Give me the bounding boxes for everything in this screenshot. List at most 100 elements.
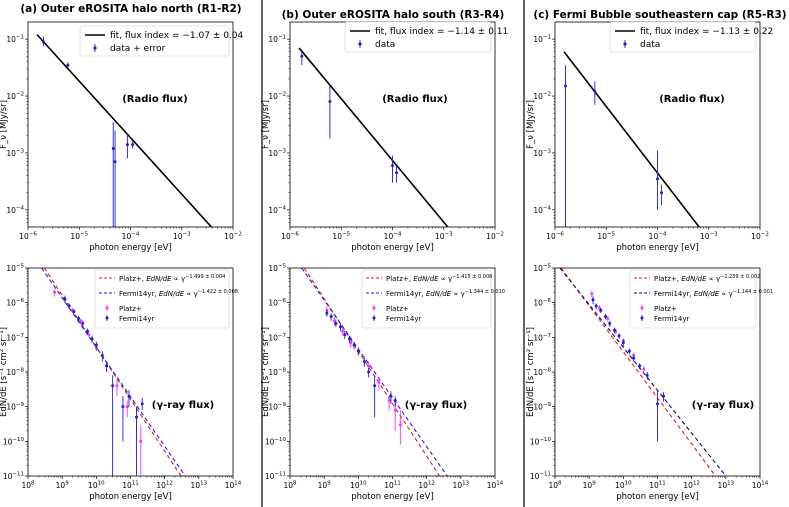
- y-axis-label: F_ν [MJy/sr]: [261, 100, 271, 149]
- fit-line-fermi14yr: [559, 268, 727, 476]
- y-tick-label: 10−9: [533, 402, 551, 412]
- data-point-fermi14yr: [632, 356, 636, 360]
- fit-line: [298, 47, 449, 227]
- data-point-fermi14yr: [100, 353, 104, 357]
- annotation-label: (γ-ray flux): [405, 400, 467, 411]
- data-point-platz: [387, 399, 391, 403]
- plot-area: [301, 268, 448, 476]
- fit-line: [563, 51, 700, 227]
- data-point-fermi14yr: [329, 314, 333, 318]
- data-point-platz: [341, 329, 345, 333]
- data-point-fermi14yr: [638, 364, 642, 368]
- data-point-data: [328, 100, 332, 104]
- y-tick-label: 10−1: [533, 35, 551, 45]
- data-point-fermi14yr: [617, 334, 621, 338]
- data-point-fermi14yr: [599, 308, 603, 312]
- fit-line-platz: [560, 268, 716, 476]
- data-point-fermi14yr: [338, 325, 342, 329]
- legend-fit-label: Fermi14yr, EdN/dE ∝ γ−1.422 ± 0.008: [119, 289, 238, 298]
- data-point-fermi14yr: [76, 316, 80, 320]
- x-axis-label: photon energy [eV]: [351, 243, 434, 253]
- x-tick-label: 10−3: [700, 232, 718, 242]
- data-point-data: [391, 164, 394, 168]
- x-tick-label: 1010: [350, 481, 367, 491]
- y-tick-label: 10−7: [268, 333, 286, 343]
- data-point-platz: [590, 292, 594, 296]
- data-point-fermi14yr: [662, 394, 666, 398]
- y-tick-label: 10−10: [530, 437, 552, 447]
- y-tick-label: 10−7: [533, 333, 551, 343]
- data-point-data-error: [125, 143, 129, 147]
- data-point-fermi14yr: [603, 314, 607, 318]
- data-point-fermi14yr: [594, 304, 598, 308]
- plot-c_radio: 10−6 10−5 10−4 10−3 10−2 10−4 10−3 10−2 10−1 phot…: [526, 21, 773, 253]
- y-axis-label: EdN/dE [s⁻¹ cm² sr⁻¹]: [0, 327, 9, 417]
- x-axis-label: photon energy [eV]: [89, 243, 172, 253]
- y-tick-label: 10−2: [533, 92, 551, 102]
- x-tick-label: 1010: [615, 481, 632, 491]
- y-tick-label: 10−9: [268, 402, 286, 412]
- y-tick-label: 10−3: [268, 148, 286, 158]
- y-axis-label: EdN/dE [s⁻¹ cm² sr⁻¹]: [526, 327, 536, 417]
- y-tick-label: 10−9: [6, 402, 24, 412]
- plot-area: [559, 268, 727, 476]
- legend: fit, flux index = −1.13 ± 0.22 data: [609, 21, 773, 53]
- fit-line: [36, 34, 213, 227]
- legend-box: [361, 269, 492, 329]
- y-axis-label: F_ν [MJy/sr]: [526, 100, 536, 149]
- data-point-fermi14yr: [645, 373, 649, 377]
- data-point-platz: [642, 367, 646, 371]
- legend-series-label: Fermi14yr: [386, 315, 422, 323]
- x-tick-label: 10−2: [224, 232, 242, 242]
- x-tick-label: 1010: [88, 481, 105, 491]
- legend-data-label: data: [640, 40, 660, 50]
- y-tick-label: 10−8: [6, 368, 24, 378]
- x-axis-label: photon energy [eV]: [616, 243, 699, 253]
- y-tick-label: 10−5: [268, 264, 286, 274]
- data-point-fermi14yr: [389, 394, 393, 398]
- data-point-platz: [115, 384, 119, 388]
- data-point-data: [593, 90, 597, 94]
- x-tick-label: 10−5: [70, 232, 88, 242]
- data-point-fermi14yr: [121, 405, 125, 409]
- legend-series-label: Fermi14yr: [654, 315, 690, 323]
- data-point-fermi14yr: [81, 322, 85, 326]
- y-tick-label: 10−4: [533, 205, 551, 215]
- data-point-fermi14yr: [127, 394, 131, 398]
- data-point-fermi14yr: [608, 322, 612, 326]
- legend-box: [79, 25, 230, 57]
- data-point-platz: [79, 319, 83, 323]
- data-point-platz: [606, 316, 610, 320]
- data-point-data-error: [41, 40, 45, 44]
- y-axis-label: F_ν [MJy/sr]: [0, 100, 9, 149]
- data-point-data-error: [113, 160, 117, 164]
- data-point-fermi14yr: [85, 329, 89, 333]
- data-point-fermi14yr: [325, 311, 329, 315]
- legend-series-marker: [640, 316, 644, 320]
- legend-data-marker: [623, 42, 627, 46]
- x-tick-label: 1011: [384, 481, 401, 491]
- data-point-platz: [367, 364, 371, 368]
- legend-series-label: Platz+: [654, 305, 677, 313]
- data-point-platz: [398, 423, 402, 427]
- data-point-platz: [87, 333, 91, 337]
- data-point-fermi14yr: [362, 360, 366, 364]
- x-tick-label: 1013: [718, 481, 735, 491]
- legend-data-label: data: [375, 40, 395, 50]
- legend-series-marker: [372, 306, 376, 310]
- y-tick-label: 10−1: [6, 35, 24, 45]
- legend-fit-label: fit, flux index = −1.13 ± 0.22: [640, 27, 773, 37]
- data-point-fermi14yr: [393, 399, 397, 403]
- plot-area: [41, 268, 186, 476]
- legend: Platz+, EdN/dE ∝ γ−1.415 ± 0.006 Fermi14y…: [361, 269, 505, 329]
- plot-b_gamma: 108 109 1010 1011 1012 1013 1014 10−11 10−10 10−9…: [261, 264, 505, 503]
- x-tick-label: 1012: [156, 481, 173, 491]
- data-point-fermi14yr: [356, 349, 360, 353]
- x-tick-label: 1014: [487, 481, 504, 491]
- data-point-platz: [393, 408, 397, 412]
- y-tick-label: 10−11: [3, 472, 24, 482]
- data-point-platz: [139, 439, 143, 443]
- y-tick-label: 10−10: [3, 437, 25, 447]
- x-tick-label: 10−2: [751, 232, 769, 242]
- plot-a_gamma: 108 109 1010 1011 1012 1013 1014 10−11 10−10 10−9…: [0, 264, 242, 503]
